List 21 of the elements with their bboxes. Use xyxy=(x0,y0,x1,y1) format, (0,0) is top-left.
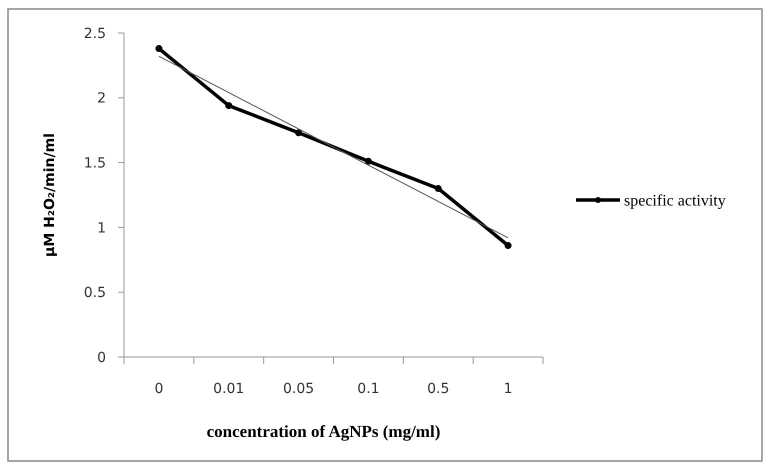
x-tick-label: 0.5 xyxy=(427,381,450,397)
y-tick-label: 2 xyxy=(97,90,106,107)
y-tick-label: 1 xyxy=(97,220,106,236)
y-tick-label: 0.5 xyxy=(84,285,106,302)
legend-label: specific activity xyxy=(624,192,726,210)
x-tick-label: 0 xyxy=(154,381,164,397)
y-axis-title: µM H₂O₂/min/ml xyxy=(42,133,58,257)
point xyxy=(295,129,302,136)
x-tick-label: 0.05 xyxy=(282,381,314,397)
point xyxy=(225,102,232,110)
point xyxy=(434,185,442,192)
x-tick-label: 1 xyxy=(504,381,513,397)
point xyxy=(155,45,162,52)
point xyxy=(364,158,372,165)
point xyxy=(504,242,512,250)
x-tick-label: 0.01 xyxy=(213,381,244,397)
x-tick-label: 0.1 xyxy=(357,381,380,397)
y-tick-label: 2.5 xyxy=(84,26,106,42)
x-axis-title: concentration of AgNPs (mg/ml) xyxy=(206,422,440,441)
y-tick-label: 0 xyxy=(97,350,106,366)
y-tick-label: 1.5 xyxy=(84,156,106,172)
